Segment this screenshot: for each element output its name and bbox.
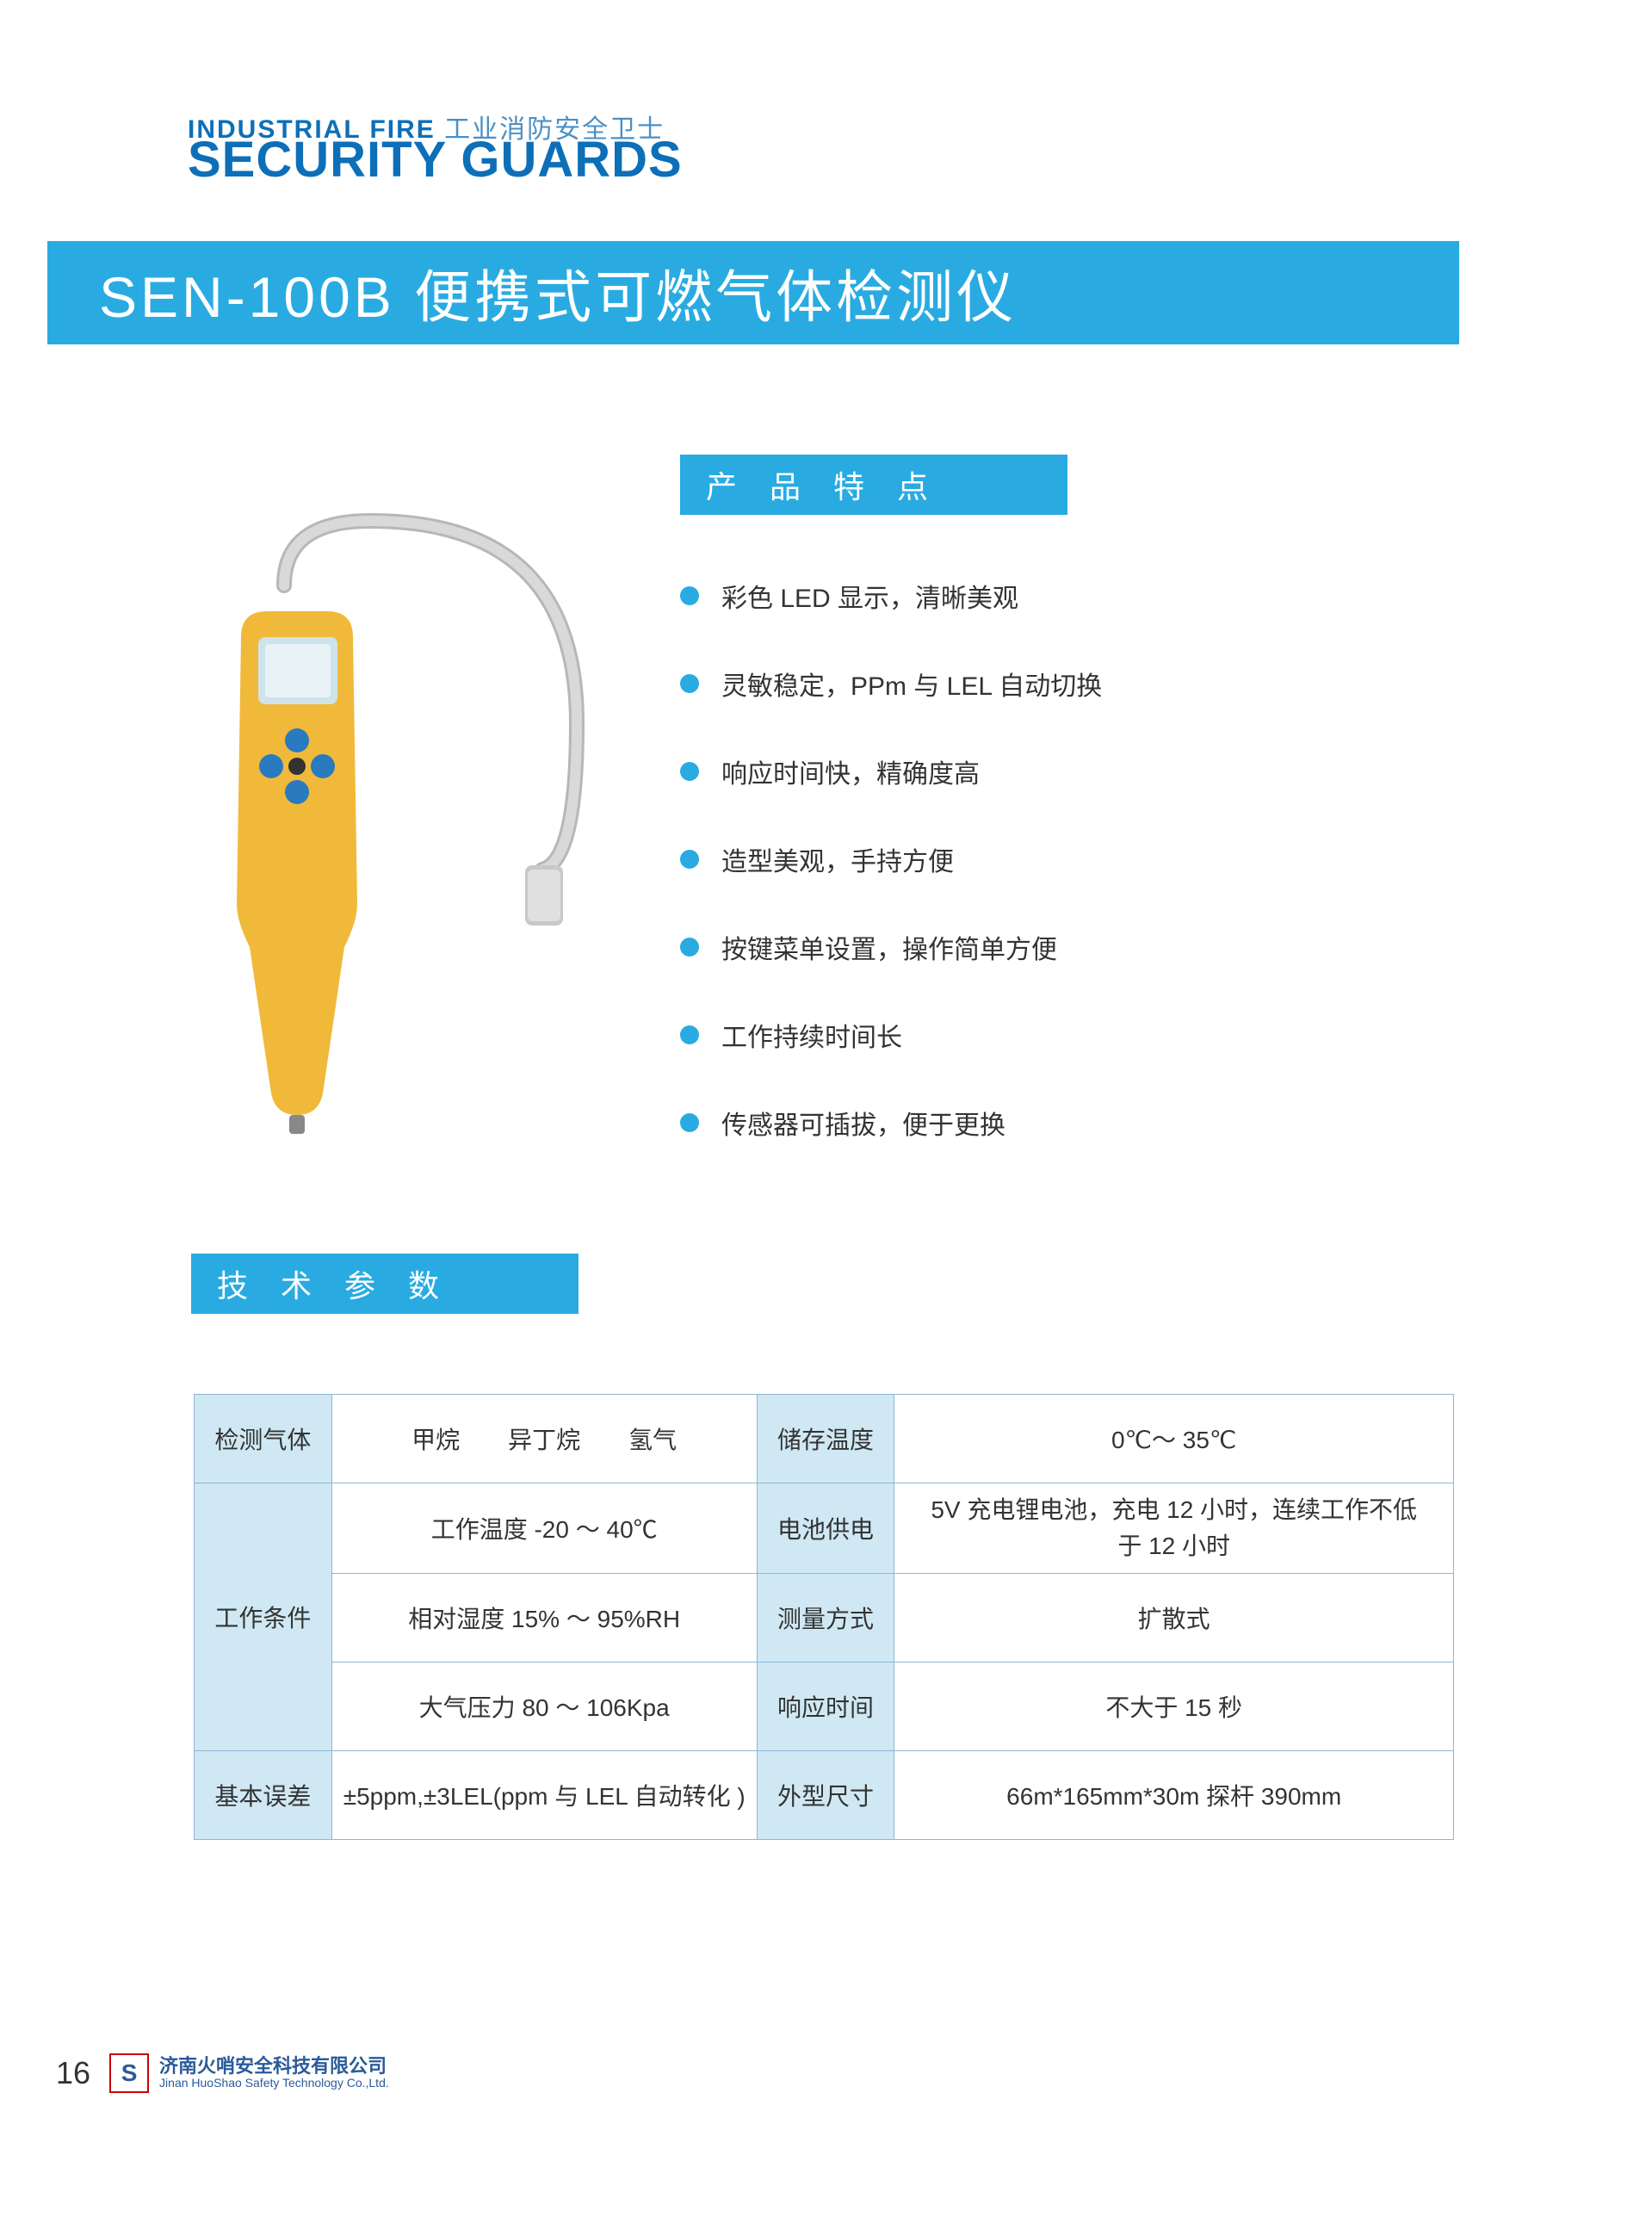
features-list: 彩色 LED 显示，清晰美观 灵敏稳定，PPm 与 LEL 自动切换 响应时间快… — [680, 577, 1102, 1192]
page-number: 16 — [56, 2055, 90, 2091]
bullet-icon — [680, 1025, 699, 1044]
spec-value: 相对湿度 15% ～ 95%RH — [331, 1574, 757, 1663]
spec-value: 甲烷 异丁烷 氢气 — [331, 1395, 757, 1483]
feature-item: 工作持续时间长 — [680, 1016, 1102, 1054]
bullet-icon — [680, 586, 699, 605]
spec-label: 检测气体 — [195, 1395, 332, 1483]
feature-item: 造型美观，手持方便 — [680, 840, 1102, 878]
spec-value: 66m*165mm*30m 探杆 390mm — [894, 1751, 1454, 1840]
feature-text: 传感器可插拔，便于更换 — [721, 1104, 1005, 1142]
feature-item: 响应时间快，精确度高 — [680, 752, 1102, 790]
spec-label: 储存温度 — [757, 1395, 894, 1483]
feature-item: 灵敏稳定，PPm 与 LEL 自动切换 — [680, 665, 1102, 703]
spec-value: 扩散式 — [894, 1574, 1454, 1663]
specs-header: 技 术 参 数 — [191, 1254, 579, 1314]
feature-text: 彩色 LED 显示，清晰美观 — [721, 577, 1018, 615]
product-image — [172, 499, 594, 1205]
spec-value: 0℃～ 35℃ — [894, 1395, 1454, 1483]
bullet-icon — [680, 850, 699, 869]
feature-text: 灵敏稳定，PPm 与 LEL 自动切换 — [721, 665, 1102, 703]
spec-value: 不大于 15 秒 — [894, 1663, 1454, 1751]
table-row: 工作条件 工作温度 -20 ～ 40℃ 电池供电 5V 充电锂电池，充电 12 … — [195, 1483, 1454, 1574]
spec-value: 工作温度 -20 ～ 40℃ — [331, 1483, 757, 1574]
spec-table: 检测气体 甲烷 异丁烷 氢气 储存温度 0℃～ 35℃ 工作条件 工作温度 -2… — [194, 1394, 1454, 1840]
table-row: 基本误差 ±5ppm,±3LEL(ppm 与 LEL 自动转化 ) 外型尺寸 6… — [195, 1751, 1454, 1840]
spec-label: 外型尺寸 — [757, 1751, 894, 1840]
features-header: 产 品 特 点 — [680, 455, 1067, 515]
table-row: 相对湿度 15% ～ 95%RH 测量方式 扩散式 — [195, 1574, 1454, 1663]
bullet-icon — [680, 1113, 699, 1132]
feature-item: 彩色 LED 显示，清晰美观 — [680, 577, 1102, 615]
spec-value: 大气压力 80 ～ 106Kpa — [331, 1663, 757, 1751]
page-title-text: SEN-100B 便携式可燃气体检测仪 — [99, 251, 1017, 334]
feature-text: 工作持续时间长 — [721, 1016, 902, 1054]
spec-value: ±5ppm,±3LEL(ppm 与 LEL 自动转化 ) — [331, 1751, 757, 1840]
bullet-icon — [680, 762, 699, 781]
feature-text: 响应时间快，精确度高 — [721, 752, 980, 790]
spec-label: 响应时间 — [757, 1663, 894, 1751]
spec-value: 5V 充电锂电池，充电 12 小时，连续工作不低于 12 小时 — [894, 1483, 1454, 1574]
spec-label: 测量方式 — [757, 1574, 894, 1663]
company-name-cn: 济南火哨安全科技有限公司 — [159, 2056, 389, 2077]
company-name: 济南火哨安全科技有限公司 Jinan HuoShao Safety Techno… — [159, 2056, 389, 2090]
spec-label: 电池供电 — [757, 1483, 894, 1574]
bullet-icon — [680, 674, 699, 693]
spec-label: 工作条件 — [195, 1483, 332, 1751]
table-row: 大气压力 80 ～ 106Kpa 响应时间 不大于 15 秒 — [195, 1663, 1454, 1751]
table-row: 检测气体 甲烷 异丁烷 氢气 储存温度 0℃～ 35℃ — [195, 1395, 1454, 1483]
feature-item: 按键菜单设置，操作简单方便 — [680, 928, 1102, 966]
company-name-en: Jinan HuoShao Safety Technology Co.,Ltd. — [159, 2077, 389, 2090]
feature-text: 按键菜单设置，操作简单方便 — [721, 928, 1057, 966]
company-logo-icon: S — [109, 2053, 149, 2093]
feature-text: 造型美观，手持方便 — [721, 840, 954, 878]
page-title-bar: SEN-100B 便携式可燃气体检测仪 — [47, 241, 1459, 344]
bullet-icon — [680, 938, 699, 957]
page-footer: 16 S 济南火哨安全科技有限公司 Jinan HuoShao Safety T… — [56, 2053, 389, 2093]
spec-label: 基本误差 — [195, 1751, 332, 1840]
header-main: SECURITY GUARDS — [188, 131, 683, 189]
feature-item: 传感器可插拔，便于更换 — [680, 1104, 1102, 1142]
